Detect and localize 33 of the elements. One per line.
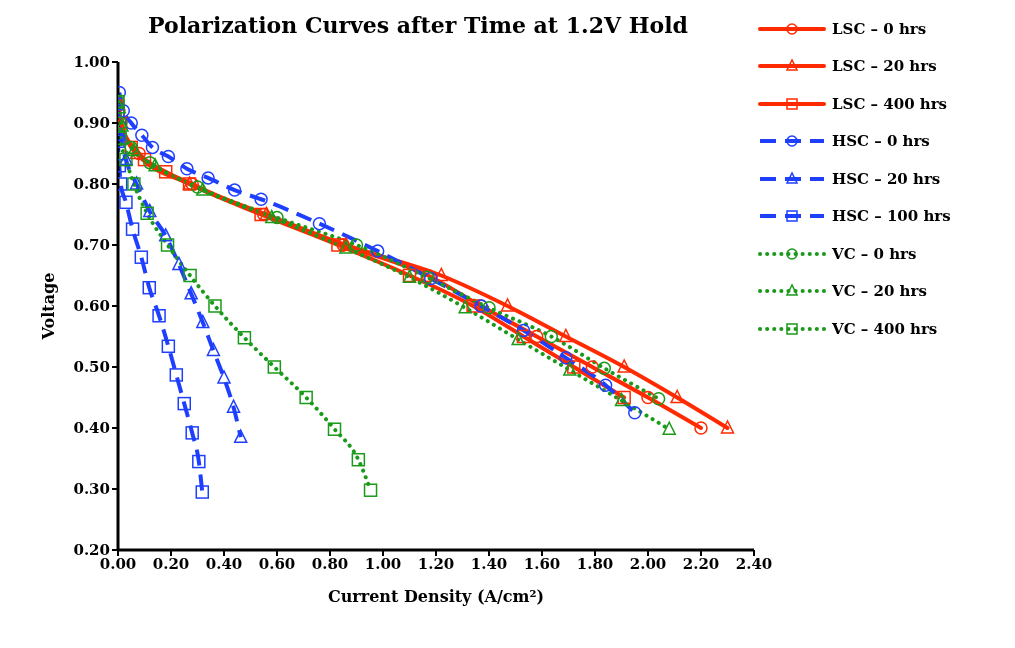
y-tick-label: 1.00 — [73, 53, 110, 72]
legend-label: HSC – 0 hrs — [832, 132, 930, 151]
legend-label: HSC – 20 hrs — [832, 169, 941, 188]
x-tick-label: 0.80 — [311, 554, 349, 573]
x-tick-label: 2.40 — [735, 554, 773, 573]
x-tick-label: 1.60 — [523, 554, 561, 573]
legend-label: LSC – 20 hrs — [832, 57, 937, 76]
y-tick-label: 0.60 — [73, 297, 110, 316]
x-tick-label: 1.00 — [364, 554, 402, 573]
legend-label: VC – 400 hrs — [832, 319, 938, 338]
x-tick-label: 0.40 — [205, 554, 243, 573]
y-tick-label: 0.90 — [73, 114, 110, 133]
y-tick-label: 0.30 — [73, 480, 110, 499]
x-tick-label: 1.20 — [417, 554, 455, 573]
x-tick-label: 0.00 — [99, 554, 137, 573]
legend-label: VC – 20 hrs — [832, 282, 927, 301]
x-tick-label: 0.60 — [258, 554, 296, 573]
x-tick-label: 1.80 — [576, 554, 614, 573]
y-tick-label: 0.50 — [73, 358, 110, 377]
legend-label: LSC – 0 hrs — [832, 19, 927, 38]
legend-label: LSC – 400 hrs — [832, 94, 948, 113]
y-tick-label: 0.80 — [73, 175, 110, 194]
x-axis-title: Current Density (A/cm²) — [327, 587, 545, 606]
legend-label: VC – 0 hrs — [832, 244, 917, 263]
x-tick-label: 2.00 — [629, 554, 667, 573]
y-axis-title: Voltage — [38, 272, 58, 341]
x-tick-label: 0.20 — [152, 554, 190, 573]
y-tick-label: 0.40 — [73, 419, 110, 438]
chart-title: Polarization Curves after Time at 1.2V Hold — [147, 12, 689, 38]
x-tick-label: 2.20 — [682, 554, 720, 573]
y-tick-label: 0.70 — [73, 236, 110, 255]
legend-label: HSC – 100 hrs — [832, 207, 951, 226]
x-tick-label: 1.40 — [470, 554, 508, 573]
